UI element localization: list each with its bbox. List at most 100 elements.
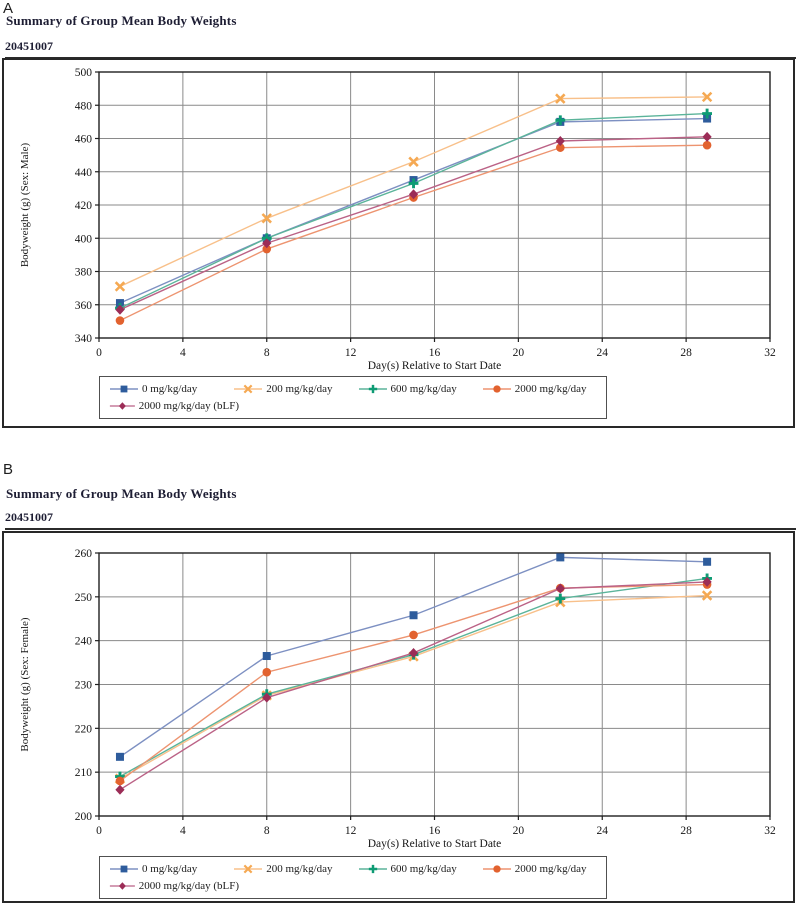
legend-marker-diamond bbox=[109, 881, 135, 890]
data-point-plus bbox=[368, 864, 377, 873]
legend-label: 200 mg/kg/day bbox=[266, 382, 333, 395]
x-tick-label: 24 bbox=[597, 825, 609, 837]
data-point-diamond bbox=[115, 304, 125, 315]
data-point-square bbox=[120, 385, 128, 392]
legend-item: 600 mg/kg/day bbox=[358, 863, 482, 875]
y-tick-label: 500 bbox=[75, 67, 93, 79]
data-point-square bbox=[703, 114, 712, 123]
legend-b: 0 mg/kg/day 200 mg/kg/day 600 mg/kg/day 200… bbox=[99, 856, 607, 899]
chart-a: 0 4 8 12 16 20 24 28 32 340 360 380 400 420 440 460 480 5… bbox=[4, 60, 791, 427]
y-tick-label: 260 bbox=[75, 548, 93, 560]
y-tick-label: 360 bbox=[75, 300, 93, 312]
data-point-x bbox=[243, 384, 253, 393]
data-point-square bbox=[115, 752, 124, 761]
study-number-a: 20451007 bbox=[5, 39, 53, 53]
legend-label: 2000 mg/kg/day bbox=[514, 862, 587, 875]
data-point-circle bbox=[262, 667, 272, 677]
x-tick-label: 8 bbox=[264, 347, 270, 359]
data-point-diamond bbox=[262, 238, 272, 249]
legend-item: 2000 mg/kg/day bbox=[482, 383, 606, 395]
y-tick-label: 440 bbox=[75, 167, 93, 179]
study-number-rule-b: 20451007 bbox=[5, 508, 796, 530]
data-point-diamond bbox=[408, 189, 419, 200]
chart-b: 0 4 8 12 16 20 24 28 32 200 210 220 230 240 250 260 Day(… bbox=[4, 533, 791, 902]
y-tick-label: 480 bbox=[75, 100, 93, 112]
legend-item: 0 mg/kg/day bbox=[109, 383, 233, 395]
legend-item: 0 mg/kg/day bbox=[109, 863, 233, 875]
y-tick-label: 380 bbox=[75, 267, 93, 279]
legend-item: 2000 mg/kg/day (bLF) bbox=[109, 880, 239, 892]
x-tick-label: 0 bbox=[96, 825, 102, 837]
x-axis-label: Day(s) Relative to Start Date bbox=[368, 360, 502, 372]
y-axis-label: Bodyweight (g) (Sex: Male) bbox=[19, 142, 31, 267]
data-point-x bbox=[261, 213, 272, 224]
y-tick-label: 230 bbox=[75, 680, 93, 692]
y-tick-label: 200 bbox=[75, 811, 93, 823]
legend-marker-square bbox=[110, 385, 138, 392]
legend-item: 2000 mg/kg/day (bLF) bbox=[109, 400, 239, 412]
y-tick-label: 250 bbox=[75, 592, 93, 604]
data-point-plus bbox=[702, 108, 712, 119]
data-point-plus bbox=[555, 115, 566, 126]
data-point-square bbox=[409, 611, 418, 620]
x-tick-label: 4 bbox=[180, 825, 186, 837]
panel-a-label: A bbox=[3, 0, 14, 17]
x-tick-label: 12 bbox=[345, 347, 357, 359]
legend-item: 200 mg/kg/day bbox=[233, 383, 357, 395]
legend-row: 2000 mg/kg/day (bLF) bbox=[109, 877, 606, 894]
legend-item: 200 mg/kg/day bbox=[233, 863, 357, 875]
data-point-plus bbox=[555, 593, 566, 604]
x-tick-label: 12 bbox=[345, 825, 357, 837]
legend-marker-circle bbox=[482, 864, 511, 873]
legend-marker-x-star bbox=[234, 864, 263, 873]
legend-item: 600 mg/kg/day bbox=[358, 383, 482, 395]
x-axis-label: Day(s) Relative to Start Date bbox=[368, 838, 502, 850]
legend-row: 0 mg/kg/day 200 mg/kg/day 600 mg/kg/day 200… bbox=[109, 380, 606, 397]
chart-box-b: 0 4 8 12 16 20 24 28 32 200 210 220 230 240 250 260 Day(… bbox=[2, 531, 795, 903]
legend-a: 0 mg/kg/day 200 mg/kg/day 600 mg/kg/day 200… bbox=[99, 376, 607, 419]
legend-marker-x-star bbox=[234, 384, 263, 393]
chart-plot-B: 0 4 8 12 16 20 24 28 32 200 210 220 230 240 250 260 Day(… bbox=[19, 548, 776, 850]
y-axis-label: Bodyweight (g) (Sex: Female) bbox=[19, 617, 31, 751]
series-line bbox=[119, 577, 708, 778]
y-tick-label: 210 bbox=[75, 767, 93, 779]
study-number-rule-a: 20451007 bbox=[5, 37, 796, 59]
x-tick-label: 28 bbox=[680, 825, 692, 837]
series-line bbox=[119, 594, 708, 780]
data-point-diamond bbox=[118, 401, 126, 410]
data-point-x bbox=[114, 281, 126, 292]
legend-label: 0 mg/kg/day bbox=[142, 862, 198, 875]
data-point-x bbox=[701, 91, 713, 103]
legend-marker-plus bbox=[358, 384, 387, 393]
x-tick-label: 28 bbox=[680, 347, 692, 359]
legend-item: 2000 mg/kg/day bbox=[482, 863, 606, 875]
legend-label: 2000 mg/kg/day (bLF) bbox=[138, 879, 239, 892]
x-tick-label: 16 bbox=[429, 347, 441, 359]
series-line bbox=[119, 112, 708, 309]
chart-plot-A: 0 4 8 12 16 20 24 28 32 340 360 380 400 420 440 460 480 5… bbox=[19, 67, 776, 372]
legend-label: 2000 mg/kg/day (bLF) bbox=[138, 399, 239, 412]
data-point-diamond bbox=[702, 131, 712, 142]
data-point-diamond bbox=[115, 784, 125, 795]
chart-box-a: 0 4 8 12 16 20 24 28 32 340 360 380 400 420 440 460 480 5… bbox=[2, 58, 795, 428]
legend-row: 2000 mg/kg/day (bLF) bbox=[109, 397, 606, 414]
y-tick-label: 340 bbox=[75, 333, 93, 345]
data-point-square bbox=[262, 652, 271, 661]
data-point-x bbox=[243, 864, 253, 873]
figure-title-a: Summary of Group Mean Body Weights bbox=[6, 13, 237, 28]
data-point-square bbox=[115, 299, 124, 308]
data-point-square bbox=[703, 557, 712, 566]
data-point-diamond bbox=[262, 692, 272, 703]
y-tick-label: 420 bbox=[75, 200, 93, 212]
data-point-diamond bbox=[702, 576, 712, 587]
legend-marker-plus bbox=[358, 864, 387, 873]
data-point-diamond bbox=[408, 647, 419, 658]
legend-row: 0 mg/kg/day 200 mg/kg/day 600 mg/kg/day 200… bbox=[109, 860, 606, 877]
panel-b-label: B bbox=[3, 461, 14, 478]
x-tick-label: 8 bbox=[264, 825, 270, 837]
legend-marker-circle bbox=[482, 384, 511, 393]
legend-marker-square bbox=[110, 865, 138, 872]
data-point-diamond bbox=[555, 135, 565, 146]
y-tick-label: 240 bbox=[75, 636, 93, 648]
data-point-diamond bbox=[555, 583, 565, 594]
